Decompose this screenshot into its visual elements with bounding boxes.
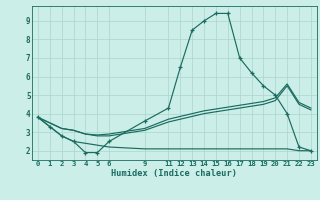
X-axis label: Humidex (Indice chaleur): Humidex (Indice chaleur) [111, 169, 237, 178]
